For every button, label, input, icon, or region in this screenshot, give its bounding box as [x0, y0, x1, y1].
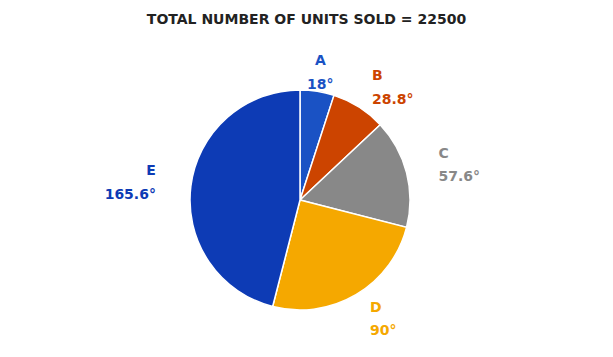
slices: [190, 90, 410, 310]
labels: A 18° B 28.8° C 57.6° D 90° E 165.6°: [105, 52, 480, 338]
value-label: 28.8°: [372, 91, 414, 107]
slice-label: D: [370, 299, 382, 315]
value-label: 165.6°: [105, 186, 156, 202]
slice-label: C: [439, 145, 449, 161]
slice: [190, 90, 300, 307]
slice-label: A: [315, 52, 326, 68]
chart-container: TOTAL NUMBER OF UNITS SOLD = 22500 A 18° B 2…: [0, 0, 613, 357]
slice-label: E: [146, 162, 156, 178]
title: TOTAL NUMBER OF UNITS SOLD = 22500: [147, 11, 467, 27]
value-label: 57.6°: [439, 168, 481, 184]
slice-label: B: [372, 67, 383, 83]
value-label: 18°: [307, 76, 333, 92]
chart: TOTAL NUMBER OF UNITS SOLD = 22500 A 18° B 2…: [0, 0, 613, 357]
value-label: 90°: [370, 322, 396, 338]
